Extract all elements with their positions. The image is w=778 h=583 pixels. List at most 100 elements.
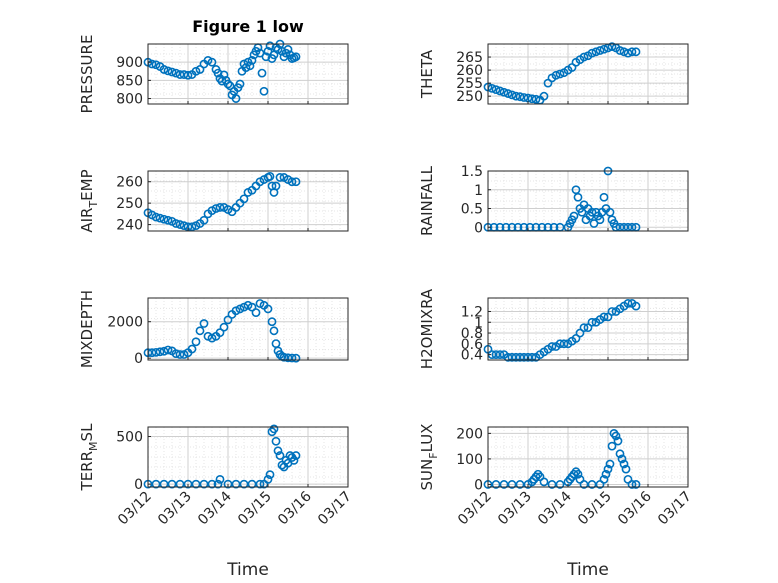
figure-title: Figure 1 low (192, 17, 304, 36)
data-point (167, 479, 177, 489)
data-point (613, 436, 623, 446)
y-axis-label: MIXDEPTH (78, 290, 96, 368)
y-axis-label: TERRMSL (78, 423, 100, 492)
y-tick-label: 1 (474, 315, 483, 331)
data-point (615, 46, 625, 55)
data-point (247, 479, 257, 489)
data-point (163, 66, 173, 76)
data-point (187, 344, 197, 354)
y-axis-label-main: MIXDEPTH (78, 290, 96, 368)
data-point (163, 215, 173, 225)
data-point (631, 301, 641, 311)
axes-box (147, 170, 349, 232)
data-point (587, 207, 597, 217)
data-point (151, 347, 161, 357)
data-point (539, 91, 549, 101)
y-tick-label: 250 (456, 89, 483, 105)
series-markers (143, 424, 301, 489)
data-point (231, 479, 241, 489)
y-axis-label-main: RAINFALL (418, 165, 436, 236)
y-axis-label-main: THETA (418, 49, 436, 99)
data-point (255, 479, 265, 489)
series-markers (143, 171, 301, 232)
data-point (291, 177, 301, 187)
x-axis-label: Time (226, 560, 269, 580)
data-point (551, 70, 561, 80)
data-point (507, 480, 517, 489)
data-point (239, 479, 249, 489)
data-point (231, 94, 241, 103)
y-tick-label: 500 (116, 430, 143, 446)
y-tick-label: 0 (474, 477, 483, 493)
data-point (605, 459, 615, 469)
series-markers (143, 299, 301, 363)
data-point (267, 317, 277, 327)
y-tick-label: 0 (474, 220, 483, 236)
data-point (611, 431, 621, 441)
data-point (247, 55, 257, 65)
data-point (195, 65, 205, 74)
data-point (175, 70, 185, 79)
y-axis-label-subscript: M (87, 441, 100, 451)
data-point (491, 85, 501, 95)
data-point (617, 454, 627, 464)
axes-box (147, 43, 349, 105)
data-point (175, 220, 185, 229)
data-point (511, 91, 521, 101)
y-axis-label: PRESSURE (78, 35, 96, 114)
data-point (507, 352, 517, 362)
data-point (187, 222, 197, 232)
data-point (263, 304, 273, 314)
data-point (215, 203, 225, 212)
axes-box (487, 426, 689, 488)
series-markers (143, 39, 301, 103)
y-tick-label: 1.5 (461, 164, 483, 180)
data-point (199, 319, 209, 328)
data-point (283, 45, 293, 54)
y-tick-label: 255 (456, 76, 483, 92)
data-point (569, 211, 579, 221)
y-axis-label-main: AIR (78, 208, 96, 233)
y-tick-label: 0 (134, 477, 143, 493)
data-point (195, 326, 205, 336)
axes-box (487, 170, 689, 232)
data-point (151, 212, 161, 222)
data-point (179, 70, 189, 79)
y-axis-label: AIRTEMP (78, 169, 100, 232)
data-point (159, 65, 169, 74)
data-point (263, 474, 273, 484)
data-point (207, 57, 217, 67)
data-point (219, 70, 229, 80)
y-axis-label: H2OMIXRA (418, 288, 436, 369)
data-point (175, 479, 185, 489)
y-tick-label: 100 (456, 452, 483, 468)
y-tick-label: 0.6 (461, 337, 483, 353)
y-axis-label-main: TERR (78, 451, 96, 492)
y-tick-label: 1.2 (461, 304, 483, 320)
series-markers (483, 428, 641, 489)
y-axis-label: SUNFLUX (418, 424, 440, 491)
data-point (515, 92, 525, 102)
data-point (207, 479, 217, 489)
y-tick-label: 240 (116, 218, 143, 234)
data-point (627, 480, 637, 489)
data-point (289, 455, 299, 465)
data-point (499, 87, 509, 97)
data-point (215, 328, 225, 338)
data-point (269, 424, 279, 434)
y-tick-label: 200 (456, 426, 483, 442)
data-point (179, 221, 189, 231)
x-axis-label: Time (566, 560, 609, 580)
data-point (291, 353, 301, 363)
subplot-rainfall: 0 0.5 1 1.5 RAINFALL (418, 164, 689, 236)
subplot-mixdepth: 0 2000 MIXDEPTH (78, 290, 349, 368)
data-point (199, 479, 209, 489)
y-tick-label: 0.8 (461, 326, 483, 342)
data-point (225, 81, 235, 91)
data-point (623, 48, 633, 58)
data-point (235, 79, 245, 89)
data-point (199, 215, 209, 225)
data-point (163, 345, 173, 355)
data-point (631, 480, 641, 489)
